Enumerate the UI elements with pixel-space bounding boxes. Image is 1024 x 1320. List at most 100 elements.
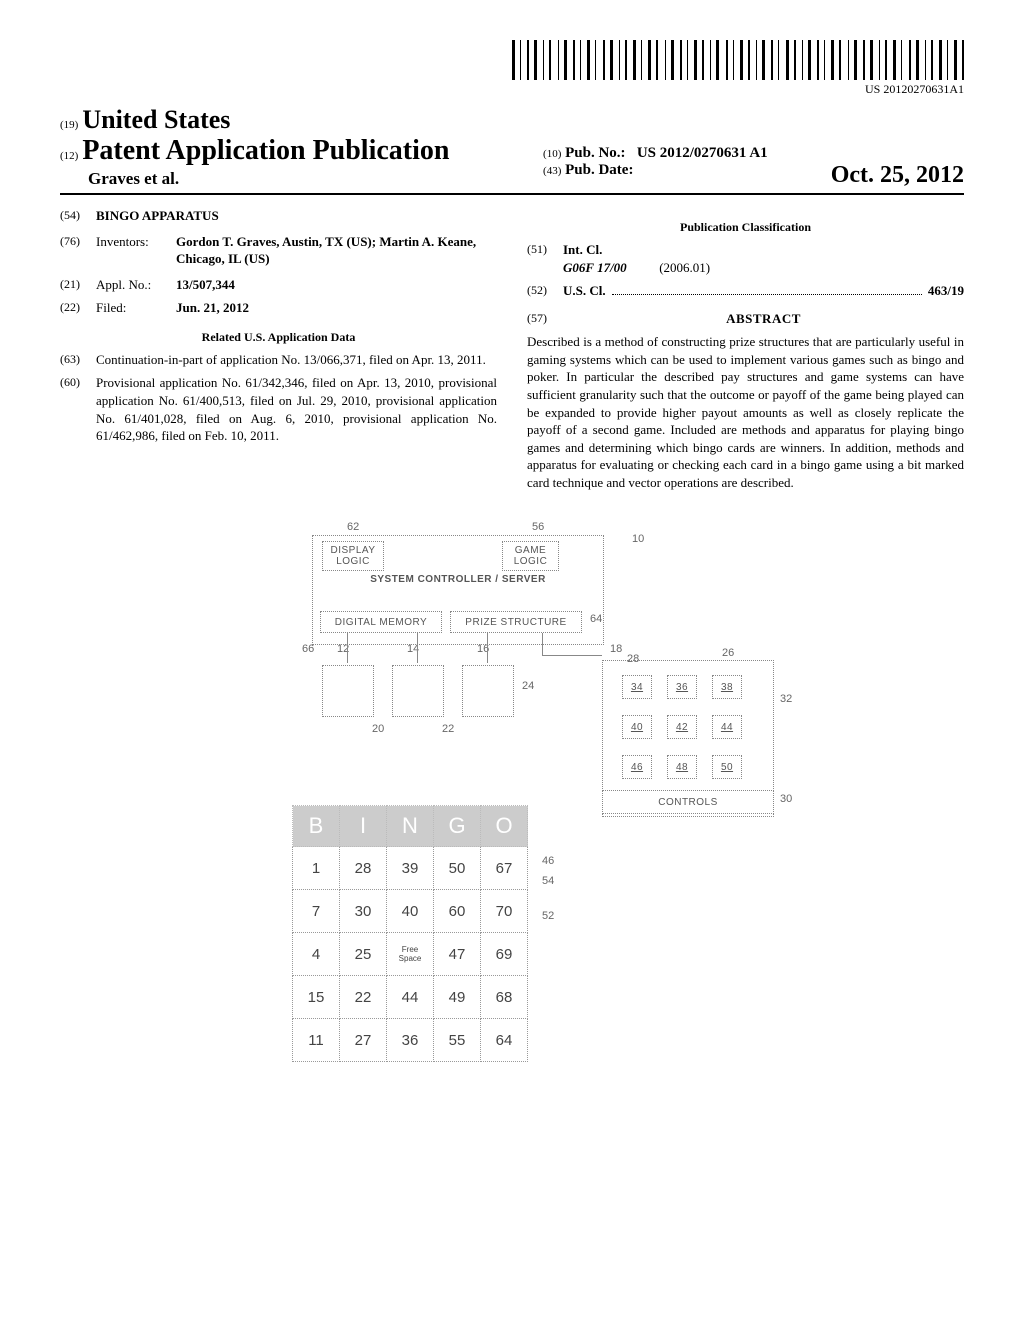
bingo-cell: 4	[293, 933, 340, 976]
bingo-cell: 44	[387, 976, 434, 1019]
ref-52: 52	[542, 910, 554, 922]
intcl-label: Int. Cl.	[563, 242, 602, 257]
prov-text: Provisional application No. 61/342,346, …	[96, 374, 497, 444]
uscl-val: 463/19	[928, 282, 964, 300]
bingo-cell: 64	[481, 1019, 528, 1062]
bingo-cell: 70	[481, 890, 528, 933]
bingo-header-cell: N	[387, 806, 434, 847]
invention-title: BINGO APPARATUS	[96, 207, 219, 225]
abstract-num: (57)	[527, 310, 563, 328]
box-14	[392, 665, 444, 717]
cont-text: Continuation-in-part of application No. …	[96, 351, 497, 369]
authors: Graves et al.	[60, 169, 523, 189]
filed-label: Filed:	[96, 299, 176, 317]
ref-64: 64	[590, 613, 602, 625]
bingo-header-cell: B	[293, 806, 340, 847]
grid-42: 42	[667, 715, 697, 739]
ref-54: 54	[542, 875, 554, 887]
bingo-cell: 11	[293, 1019, 340, 1062]
grid-50: 50	[712, 755, 742, 779]
grid-48: 48	[667, 755, 697, 779]
figure: SYSTEM CONTROLLER / SERVER DISPLAY LOGIC…	[232, 515, 792, 1155]
ref-20: 20	[372, 723, 384, 735]
bingo-cell: 39	[387, 847, 434, 890]
uscl-num: (52)	[527, 282, 563, 300]
body-columns: (54) BINGO APPARATUS (76) Inventors: Gor…	[60, 207, 964, 491]
bingo-cell: 22	[340, 976, 387, 1019]
ref-24: 24	[522, 680, 534, 692]
prize-structure-box: PRIZE STRUCTURE	[450, 611, 582, 633]
barcode	[512, 40, 964, 80]
pub-date: Oct. 25, 2012	[831, 162, 964, 189]
abstract-text: Described is a method of constructing pr…	[527, 333, 964, 491]
bingo-cell: 47	[434, 933, 481, 976]
pub-no: US 2012/0270631 A1	[637, 145, 768, 161]
grid-46: 46	[622, 755, 652, 779]
ref-32: 32	[780, 693, 792, 705]
pubdate-prefix: (43)	[543, 165, 561, 177]
bingo-header-cell: G	[434, 806, 481, 847]
bingo-header-cell: O	[481, 806, 528, 847]
ref-10: 10	[632, 533, 644, 545]
grid-36: 36	[667, 675, 697, 699]
bingo-cell: 28	[340, 847, 387, 890]
ref-66: 66	[302, 643, 314, 655]
bingo-cell: 60	[434, 890, 481, 933]
box-12	[322, 665, 374, 717]
pubno-label: Pub. No.:	[565, 145, 625, 161]
abstract-label: ABSTRACT	[563, 310, 964, 328]
appl-value: 13/507,344	[176, 276, 497, 294]
title-num: (54)	[60, 207, 96, 225]
filed-num: (22)	[60, 299, 96, 317]
ref-46b: 46	[542, 855, 554, 867]
grid-34: 34	[622, 675, 652, 699]
right-column: Publication Classification (51) Int. Cl.…	[527, 207, 964, 491]
prov-num: (60)	[60, 374, 96, 444]
ref-30: 30	[780, 793, 792, 805]
country: United States	[82, 105, 230, 134]
pubdate-label: Pub. Date:	[565, 162, 633, 178]
ref-22: 22	[442, 723, 454, 735]
filed-value: Jun. 21, 2012	[176, 299, 497, 317]
bingo-header-cell: I	[340, 806, 387, 847]
bingo-cell: 15	[293, 976, 340, 1019]
inventors-num: (76)	[60, 233, 96, 268]
pub-type: Patent Application Publication	[82, 135, 449, 166]
barcode-text: US 20120270631A1	[60, 82, 964, 97]
intcl-code: G06F 17/00	[563, 260, 627, 275]
figure-wrap: SYSTEM CONTROLLER / SERVER DISPLAY LOGIC…	[60, 515, 964, 1160]
uscl-label: U.S. Cl.	[563, 282, 606, 300]
ref-28: 28	[627, 653, 639, 665]
grid-40: 40	[622, 715, 652, 739]
intcl-num: (51)	[527, 241, 563, 276]
pubtype-prefix: (12)	[60, 150, 78, 162]
intcl-date: (2006.01)	[659, 260, 710, 275]
display-logic-box: DISPLAY LOGIC	[322, 541, 384, 571]
inventors-label: Inventors:	[96, 233, 176, 268]
box-16	[462, 665, 514, 717]
cont-num: (63)	[60, 351, 96, 369]
related-heading: Related U.S. Application Data	[60, 329, 497, 345]
bingo-card: BINGO 128395067730406070425FreeSpace4769…	[292, 805, 528, 1062]
left-column: (54) BINGO APPARATUS (76) Inventors: Gor…	[60, 207, 497, 491]
bingo-cell: 25	[340, 933, 387, 976]
ref-18: 18	[610, 643, 622, 655]
bingo-cell: 1	[293, 847, 340, 890]
bingo-cell: 55	[434, 1019, 481, 1062]
bingo-cell: 7	[293, 890, 340, 933]
bingo-cell: 40	[387, 890, 434, 933]
bingo-cell: 67	[481, 847, 528, 890]
inventors-value: Gordon T. Graves, Austin, TX (US); Marti…	[176, 233, 497, 268]
grid-44: 44	[712, 715, 742, 739]
barcode-area: US 20120270631A1	[60, 40, 964, 97]
country-prefix: (19)	[60, 119, 78, 131]
ref-62: 62	[347, 521, 359, 533]
bingo-cell: FreeSpace	[387, 933, 434, 976]
bingo-cell: 50	[434, 847, 481, 890]
appl-num: (21)	[60, 276, 96, 294]
bingo-cell: 49	[434, 976, 481, 1019]
controls-box: CONTROLS	[602, 790, 774, 814]
game-logic-box: GAME LOGIC	[502, 541, 559, 571]
bingo-cell: 36	[387, 1019, 434, 1062]
bingo-cell: 27	[340, 1019, 387, 1062]
